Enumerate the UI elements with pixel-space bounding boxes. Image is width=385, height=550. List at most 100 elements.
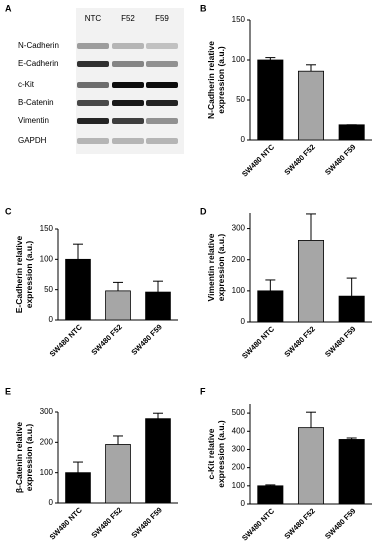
y-tick-label: 150	[232, 15, 246, 24]
bar	[257, 485, 284, 505]
y-axis-title: Vimentin relativeexpression (a.u.)	[206, 233, 226, 301]
blot-band	[146, 118, 178, 124]
x-tick-label: SW480 NTC	[48, 505, 85, 542]
y-tick-label: 150	[40, 224, 54, 233]
y-tick-label: 300	[40, 407, 54, 416]
x-tick-label: SW480 F59	[129, 322, 163, 356]
x-tick-label: SW480 F52	[282, 142, 316, 176]
x-tick-label: SW480 NTC	[240, 506, 277, 543]
y-axis-title: c-Kit relativeexpression (a.u.)	[206, 420, 226, 488]
x-tick-label: SW480 F52	[282, 506, 316, 540]
x-tick-label: SW480 NTC	[240, 142, 277, 179]
y-tick-label: 200	[232, 463, 246, 472]
blot-band	[112, 61, 144, 67]
x-tick-label: SW480 NTC	[48, 322, 85, 359]
y-tick-label: 100	[232, 481, 246, 490]
lane-label: NTC	[85, 14, 102, 23]
blot-band	[112, 100, 144, 106]
y-tick-label: 300	[232, 445, 246, 454]
blot-band	[146, 138, 178, 144]
x-tick-label: SW480 NTC	[240, 324, 277, 361]
protein-label: GAPDH	[18, 136, 47, 145]
blot-background	[76, 8, 184, 154]
x-tick-label: SW480 F59	[129, 505, 163, 539]
panel-label: F	[200, 386, 206, 396]
protein-label: N-Cadherin	[18, 41, 59, 50]
blot-band	[77, 138, 109, 144]
blot-band	[112, 43, 144, 49]
bar	[65, 472, 91, 504]
bar	[145, 418, 171, 504]
panel-label: B	[200, 3, 207, 13]
panel-label: C	[5, 206, 12, 216]
blot-band	[146, 43, 178, 49]
blot-band	[77, 43, 109, 49]
x-tick-label: SW480 F52	[89, 322, 123, 356]
blot-band	[112, 118, 144, 124]
bar	[105, 290, 131, 321]
y-tick-label: 0	[49, 498, 54, 507]
bar	[65, 258, 91, 321]
y-tick-label: 400	[232, 426, 246, 435]
y-tick-label: 100	[40, 468, 54, 477]
y-axis-title-line: c-Kit relative	[206, 428, 216, 479]
blot-band	[77, 82, 109, 88]
y-tick-label: 0	[49, 315, 54, 324]
y-tick-label: 500	[232, 408, 246, 417]
y-axis-title: E-Cadherin relativeexpression (a.u.)	[14, 235, 34, 313]
bar	[145, 291, 171, 321]
protein-label: c-Kit	[18, 80, 35, 89]
y-tick-label: 50	[44, 285, 53, 294]
lane-label: F59	[155, 14, 169, 23]
blot-band	[77, 100, 109, 106]
y-tick-label: 0	[241, 317, 246, 326]
panel-label: D	[200, 206, 207, 216]
y-tick-label: 50	[236, 95, 245, 104]
x-tick-label: SW480 F59	[323, 142, 357, 176]
y-tick-label: 0	[241, 499, 246, 508]
panel-label: E	[5, 386, 11, 396]
y-axis-title: N-Cadherin relativeexpression (a.u.)	[206, 41, 226, 119]
bar	[297, 70, 325, 141]
y-axis-title-line: expression (a.u.)	[216, 234, 226, 302]
y-axis-title: β-Catenin relativeexpression (a.u.)	[14, 422, 34, 494]
blot-band	[146, 100, 178, 106]
x-tick-label: SW480 F59	[323, 324, 357, 358]
x-tick-label: SW480 F59	[323, 506, 357, 540]
bar	[338, 439, 365, 505]
x-tick-label: SW480 F52	[89, 505, 123, 539]
bar	[338, 295, 365, 323]
y-tick-label: 200	[232, 255, 246, 264]
y-axis-title-line: β-Catenin relative	[14, 422, 24, 494]
y-tick-label: 300	[232, 224, 246, 233]
y-tick-label: 100	[232, 286, 246, 295]
blot-band	[112, 82, 144, 88]
panel-label: A	[5, 3, 12, 13]
protein-label: E-Cadherin	[18, 59, 58, 68]
lane-label: F52	[121, 14, 135, 23]
y-tick-label: 100	[232, 55, 246, 64]
y-axis-title-line: N-Cadherin relative	[206, 41, 216, 119]
y-tick-label: 0	[241, 135, 246, 144]
y-axis-title-line: expression (a.u.)	[24, 424, 34, 492]
y-axis-title-line: Vimentin relative	[206, 233, 216, 301]
bar	[257, 59, 284, 141]
y-tick-label: 100	[40, 254, 54, 263]
y-axis-title-line: E-Cadherin relative	[14, 235, 24, 313]
bar	[105, 444, 131, 504]
bar	[338, 124, 365, 141]
y-tick-label: 200	[40, 437, 54, 446]
x-tick-label: SW480 F52	[282, 324, 316, 358]
blot-band	[112, 138, 144, 144]
blot-band	[146, 82, 178, 88]
blot-band	[146, 61, 178, 67]
y-axis-title-line: expression (a.u.)	[216, 46, 226, 114]
protein-label: Vimentin	[18, 116, 49, 125]
blot-band	[77, 61, 109, 67]
blot-band	[77, 118, 109, 124]
bar	[297, 240, 325, 323]
y-axis-title-line: expression (a.u.)	[216, 420, 226, 488]
y-axis-title-line: expression (a.u.)	[24, 241, 34, 309]
protein-label: B-Catenin	[18, 98, 54, 107]
